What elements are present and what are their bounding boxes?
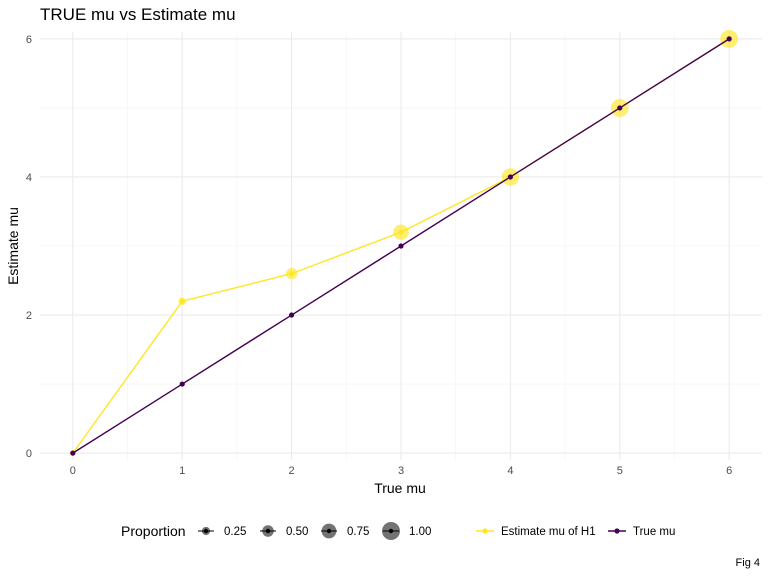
true-point xyxy=(507,174,513,180)
x-tick-label: 6 xyxy=(726,465,732,477)
true-point xyxy=(179,381,185,387)
estimate-point xyxy=(398,229,404,235)
true-point xyxy=(289,312,295,318)
chart-title: TRUE mu vs Estimate mu xyxy=(40,5,236,24)
y-tick-label: 2 xyxy=(26,310,32,322)
size-legend-key-dot xyxy=(203,528,209,534)
color-legend-key-point xyxy=(482,528,488,534)
y-axis-ticks: 0 2 4 6 xyxy=(26,34,32,460)
true-point xyxy=(70,450,76,456)
x-tick-label: 4 xyxy=(507,465,513,477)
y-tick-label: 4 xyxy=(26,172,32,184)
caption: Fig 4 xyxy=(736,557,760,569)
size-legend-key-dot xyxy=(326,528,332,534)
series-layer xyxy=(69,29,739,456)
x-tick-label: 1 xyxy=(179,465,185,477)
x-tick-label: 3 xyxy=(398,465,404,477)
x-axis-title: True mu xyxy=(374,480,426,496)
size-legend-items: 0.25 0.50 0.75 1.00 xyxy=(198,522,431,540)
true-point xyxy=(398,243,404,249)
x-tick-label: 0 xyxy=(70,465,76,477)
x-axis-ticks: 0 1 2 3 4 5 6 xyxy=(70,465,732,477)
size-legend-key-dot xyxy=(388,528,394,534)
size-legend-label: 0.50 xyxy=(286,526,308,538)
color-legend-items: Estimate mu of H1 True mu xyxy=(476,526,675,538)
size-legend-label: 1.00 xyxy=(409,526,431,538)
color-legend-label: Estimate mu of H1 xyxy=(501,526,596,538)
x-tick-label: 2 xyxy=(289,465,295,477)
y-axis-title: Estimate mu xyxy=(5,207,21,285)
estimate-point xyxy=(289,271,295,277)
color-legend-label: True mu xyxy=(633,526,675,538)
size-legend-key-dot xyxy=(265,528,271,534)
size-legend-label: 0.25 xyxy=(224,526,246,538)
size-legend-label: 0.75 xyxy=(347,526,369,538)
x-tick-label: 5 xyxy=(617,465,623,477)
color-legend-key-point xyxy=(614,528,620,534)
size-legend-title: Proportion xyxy=(121,523,186,539)
y-tick-label: 0 xyxy=(26,448,32,460)
y-tick-label: 6 xyxy=(26,34,32,46)
true-point xyxy=(617,105,623,111)
true-point xyxy=(726,36,732,42)
legend: Proportion 0.25 0.50 0.75 1.00 Estimate mu … xyxy=(121,522,675,540)
estimate-point xyxy=(179,298,185,304)
true-points xyxy=(70,36,732,456)
